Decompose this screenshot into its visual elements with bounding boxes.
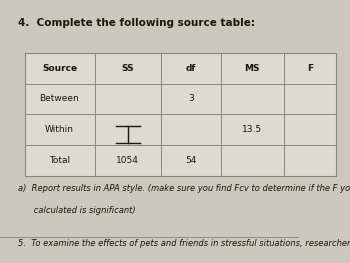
Text: a)  Report results in APA style. (make sure you find Fcv to determine if the F y: a) Report results in APA style. (make su…: [18, 184, 350, 193]
Text: Between: Between: [40, 94, 79, 103]
Text: 54: 54: [185, 156, 196, 165]
Text: Total: Total: [49, 156, 70, 165]
Bar: [25, 53, 336, 176]
Text: 3: 3: [188, 94, 194, 103]
Text: 1054: 1054: [116, 156, 139, 165]
Text: df: df: [186, 64, 196, 73]
Text: Within: Within: [45, 125, 74, 134]
Text: calculated is significant): calculated is significant): [18, 206, 135, 215]
Text: MS: MS: [244, 64, 260, 73]
Text: F: F: [307, 64, 313, 73]
Text: 4.  Complete the following source table:: 4. Complete the following source table:: [18, 18, 254, 28]
Text: Source: Source: [42, 64, 77, 73]
Text: 13.5: 13.5: [242, 125, 262, 134]
Text: SS: SS: [121, 64, 134, 73]
Text: 5.  To examine the effects of pets and friends in stressful situations, research: 5. To examine the effects of pets and fr…: [18, 239, 350, 248]
